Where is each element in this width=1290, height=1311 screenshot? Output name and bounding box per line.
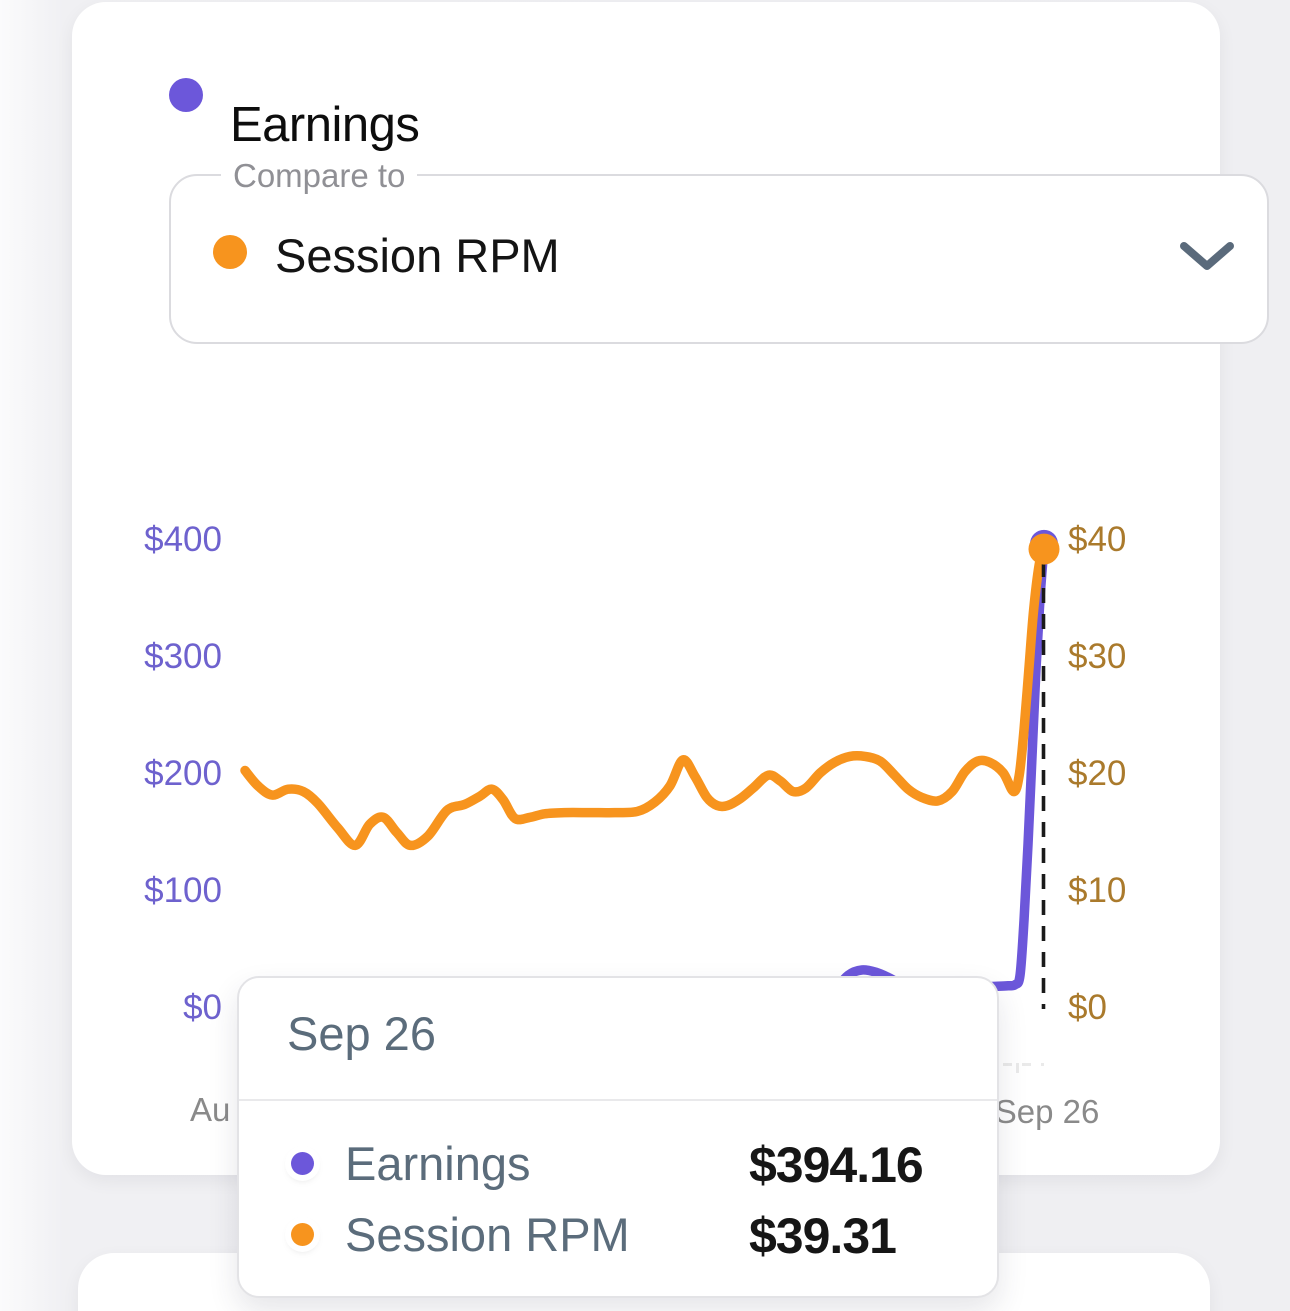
tooltip-session-rpm-label: Session RPM: [345, 1208, 630, 1261]
compare-to-select[interactable]: Compare to Session RPM: [169, 157, 1269, 344]
tooltip-session-rpm-dot-icon: [291, 1223, 314, 1246]
y-left-tick: $100: [144, 871, 222, 910]
y-right-tick: $30: [1068, 637, 1127, 676]
earnings-series-dot-icon: [169, 78, 203, 112]
widget-title: Earnings: [230, 97, 420, 152]
x-tick-first: Au: [190, 1091, 231, 1128]
session-rpm-series-dot-icon: [213, 235, 247, 269]
y-left-tick: $0: [183, 988, 222, 1027]
tooltip-date: Sep 26: [287, 1007, 436, 1060]
tooltip-earnings-value: $394.16: [749, 1137, 924, 1193]
tooltip-divider: [239, 1099, 997, 1101]
y-right-tick: $20: [1068, 754, 1127, 793]
y-right-tick: $40: [1068, 520, 1127, 559]
tooltip-earnings-dot-icon: [291, 1152, 314, 1175]
chart-tooltip: Sep 26 Earnings $394.16 Session RPM $39.…: [237, 976, 999, 1298]
tooltip-session-rpm-value: $39.31: [749, 1208, 897, 1264]
y-left-tick: $200: [144, 754, 222, 793]
chevron-down-icon: [1180, 242, 1234, 270]
faded-label-artifact: [1003, 1063, 1049, 1075]
y-right-tick: $10: [1068, 871, 1127, 910]
compare-to-selected-value: Session RPM: [275, 229, 560, 282]
x-tick-last: Sep 26: [994, 1093, 1100, 1130]
compare-to-label: Compare to: [221, 157, 418, 195]
y-right-tick: $0: [1068, 988, 1107, 1027]
y-left-tick: $400: [144, 520, 222, 559]
tooltip-earnings-label: Earnings: [345, 1137, 531, 1190]
y-left-tick: $300: [144, 637, 222, 676]
